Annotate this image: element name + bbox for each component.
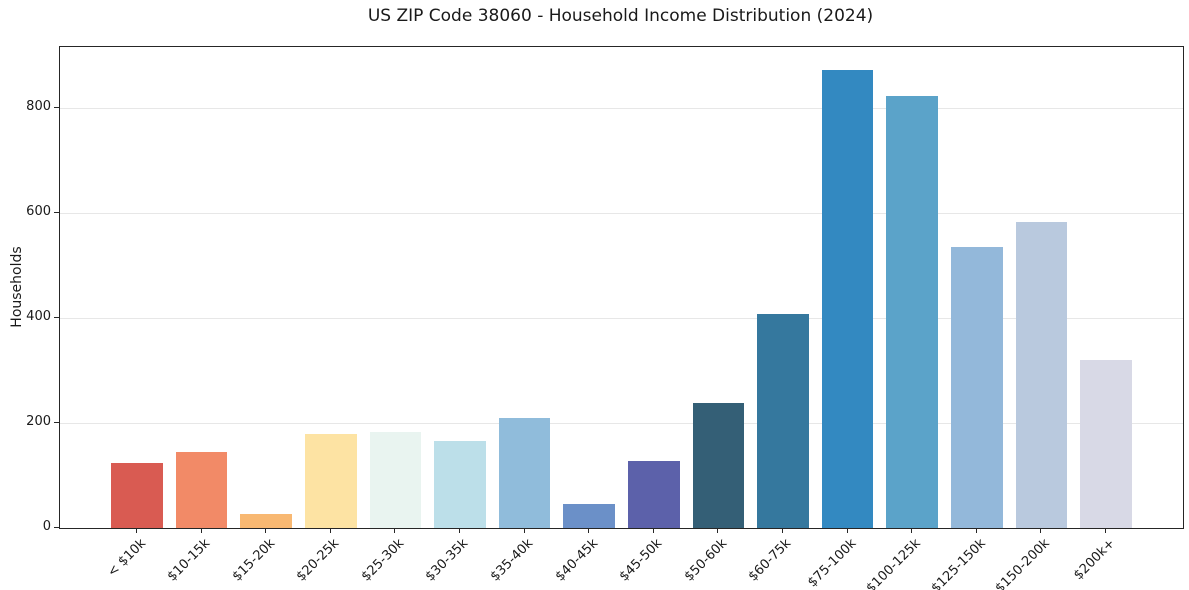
bar-$100-125k xyxy=(886,95,939,528)
bar-$30-35k xyxy=(434,441,486,528)
bar-$40-45k xyxy=(563,504,616,528)
x-tick-$60-75k xyxy=(782,528,784,533)
x-tick-label: $15-20k xyxy=(229,536,278,585)
x-tick-$30-35k xyxy=(458,528,460,533)
x-tick-label: $40-45k xyxy=(552,536,601,585)
bar-$20-25k xyxy=(304,434,357,528)
y-tick-label: 400 xyxy=(26,308,51,324)
x-tick-$50-60k xyxy=(717,528,719,533)
bar-$150-200k xyxy=(1015,221,1068,528)
x-tick-$100-125k xyxy=(911,528,913,533)
bar-$125-150k xyxy=(951,247,1003,528)
y-tick-600 xyxy=(54,211,59,213)
bar-$25-30k xyxy=(369,432,422,528)
y-tick-label: 200 xyxy=(26,413,51,429)
x-tick-label: $100-125k xyxy=(863,536,924,590)
y-tick-0 xyxy=(54,527,59,528)
bar-$75-100k xyxy=(821,70,874,528)
x-tick-label: $200k+ xyxy=(1070,536,1118,584)
x-tick-label: $60-75k xyxy=(746,536,795,585)
x-tick-label: $10-15k xyxy=(164,536,214,585)
x-tick-$15-20k xyxy=(265,528,267,533)
x-tick-$40-45k xyxy=(588,528,590,533)
x-tick-label: $45-50k xyxy=(616,536,666,585)
y-tick-200 xyxy=(54,421,59,423)
x-tick-label: $20-25k xyxy=(293,536,343,585)
y-axis-label: Households xyxy=(9,246,25,328)
chart-title: US ZIP Code 38060 - Household Income Dis… xyxy=(367,6,874,26)
x-tick-$25-30k xyxy=(394,528,396,533)
y-tick-label: 0 xyxy=(42,519,51,534)
bar-$15-20k xyxy=(240,513,292,528)
x-tick-label: $75-100k xyxy=(804,536,860,590)
x-tick-label: $50-60k xyxy=(681,536,731,585)
x-tick-label: $150-200k xyxy=(992,536,1054,590)
bar-$45-50k xyxy=(627,460,680,528)
x-tick-$45-50k xyxy=(652,528,654,533)
y-tick-label: 800 xyxy=(26,98,51,114)
x-tick-$10-15k xyxy=(200,528,202,533)
x-tick-$200k+ xyxy=(1105,528,1107,533)
bar-$200k+ xyxy=(1080,359,1132,528)
x-tick-$20-25k xyxy=(329,528,331,533)
x-tick-$150-200k xyxy=(1040,528,1042,533)
gridline-200 xyxy=(60,422,1183,424)
y-tick-800 xyxy=(54,106,59,108)
y-tick-400 xyxy=(54,316,59,318)
gridline-600 xyxy=(60,212,1183,214)
x-tick-$75-100k xyxy=(846,528,848,533)
gridline-800 xyxy=(60,107,1183,109)
bar-$60-75k xyxy=(757,313,809,528)
x-tick-$125-150k xyxy=(975,528,977,533)
bar-$50-60k xyxy=(692,403,745,528)
x-tick-< $10k xyxy=(135,528,137,533)
x-tick-label: $35-40k xyxy=(487,536,537,585)
x-tick-label: < $10k xyxy=(104,536,149,581)
x-tick-label: $125-150k xyxy=(928,536,989,590)
x-tick-label: $25-30k xyxy=(358,536,407,585)
y-tick-label: 600 xyxy=(26,203,51,219)
bar-$10-15k xyxy=(175,451,228,528)
bar-$35-40k xyxy=(498,417,551,528)
gridline-400 xyxy=(60,317,1183,319)
x-tick-$35-40k xyxy=(523,528,525,533)
plot-area xyxy=(59,46,1184,529)
bar-< $10k xyxy=(111,462,163,528)
x-tick-label: $30-35k xyxy=(423,536,472,585)
